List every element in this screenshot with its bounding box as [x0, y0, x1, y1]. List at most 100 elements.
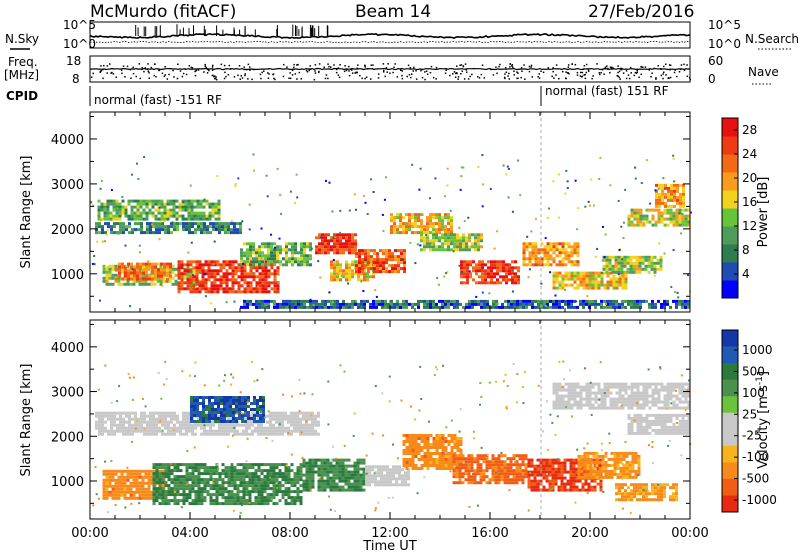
power-scatter-point — [230, 219, 233, 222]
power-cell — [396, 299, 399, 303]
power-cell — [675, 208, 679, 212]
power-cell — [300, 305, 303, 309]
power-cell — [127, 217, 131, 221]
nave-dot — [324, 77, 327, 80]
power-cell — [546, 257, 550, 261]
velocity-cell — [362, 476, 366, 480]
power-cell — [402, 225, 405, 229]
velocity-cell — [353, 470, 357, 474]
power-scatter-point — [676, 291, 679, 294]
power-cell — [687, 214, 691, 218]
power-cell — [165, 279, 169, 283]
power-scatter-point — [467, 216, 470, 219]
velocity-cell — [254, 484, 258, 488]
velocity-cell — [123, 475, 127, 479]
velocity-cell — [143, 411, 146, 415]
power-scatter-point — [241, 220, 244, 223]
power-cell — [213, 272, 217, 276]
power-cell — [142, 277, 145, 281]
power-cell — [300, 263, 303, 267]
velocity-cell — [380, 480, 383, 484]
power-cell — [517, 281, 520, 285]
power-cell — [155, 228, 158, 232]
velocity-cell — [278, 432, 281, 436]
velocity-cell — [203, 463, 207, 467]
velocity-cell — [110, 414, 113, 418]
velocity-cell — [170, 432, 173, 436]
power-cell — [462, 242, 465, 246]
velocity-cell — [152, 472, 156, 476]
power-cell — [264, 284, 268, 288]
power-cell — [438, 228, 441, 232]
power-cell — [444, 231, 447, 235]
velocity-cell — [104, 426, 107, 430]
velocity-cell — [120, 475, 124, 479]
power-cell — [186, 273, 190, 277]
velocity-cell — [338, 479, 342, 483]
power-cell — [211, 205, 215, 209]
power-cell — [403, 267, 406, 271]
velocity-cell — [194, 475, 198, 479]
power-cell — [121, 199, 125, 203]
nave-dot — [366, 68, 369, 70]
power-cell — [339, 278, 342, 282]
power-cell — [481, 278, 484, 282]
velocity-cell — [176, 484, 180, 488]
velocity-cell — [347, 458, 351, 462]
velocity-cell — [107, 429, 110, 433]
power-cell — [552, 260, 556, 264]
power-cell — [145, 277, 148, 281]
velocity-cell — [173, 481, 177, 485]
nave-dot — [426, 73, 429, 75]
power-cell — [240, 248, 243, 252]
nave-dot — [147, 63, 149, 65]
velocity-cell — [335, 488, 339, 492]
power-cell — [648, 208, 652, 212]
power-cell — [138, 267, 142, 271]
velocity-cell — [269, 426, 272, 430]
power-cell — [528, 299, 531, 303]
velocity-cell — [140, 420, 143, 424]
velocity-cell — [233, 487, 237, 491]
power-cell — [169, 199, 173, 203]
power-cell — [154, 202, 158, 206]
velocity-cell — [260, 429, 263, 433]
power-cell — [408, 225, 411, 229]
power-cell — [651, 208, 655, 212]
power-cell — [606, 305, 609, 309]
power-cell — [361, 264, 364, 268]
velocity-cell — [290, 429, 293, 433]
nave-dot — [111, 71, 113, 74]
velocity-cell — [281, 414, 284, 418]
power-scatter-point — [517, 159, 520, 162]
velocity-cell — [293, 475, 297, 479]
power-cell — [471, 242, 474, 246]
power-cell — [540, 242, 544, 246]
velocity-cell — [95, 423, 98, 427]
power-cell — [261, 269, 265, 273]
nave-dot — [339, 64, 341, 66]
velocity-cell — [407, 483, 410, 487]
power-cell — [97, 214, 101, 218]
power-cell — [294, 245, 297, 249]
power-cell — [333, 266, 336, 270]
power-cell — [600, 283, 604, 287]
power-cell — [614, 267, 618, 271]
velocity-cell — [386, 465, 389, 469]
velocity-cell — [185, 417, 188, 421]
power-colorbar-swatch — [722, 262, 738, 281]
velocity-cell — [173, 414, 176, 418]
power-cell — [447, 305, 450, 309]
power-scatter-point — [618, 249, 621, 251]
velocity-cell — [212, 423, 215, 427]
power-cell — [155, 222, 158, 226]
power-cell — [450, 219, 453, 223]
power-colorbar-frame — [721, 117, 739, 299]
velocity-cell — [182, 490, 186, 494]
velocity-cell — [302, 414, 305, 418]
velocity-cell — [296, 487, 300, 491]
velocity-cell — [266, 502, 270, 506]
power-cell — [673, 198, 676, 202]
power-cell — [438, 239, 441, 243]
power-cell — [602, 264, 606, 268]
